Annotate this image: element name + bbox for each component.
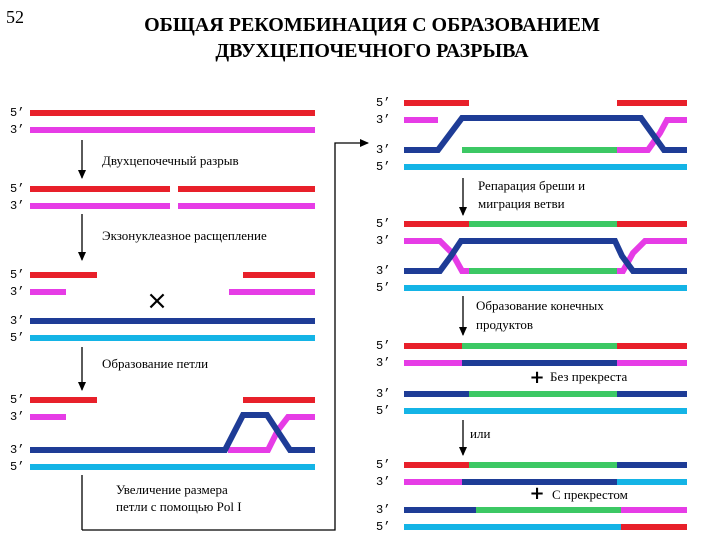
navy-strand-loop	[30, 412, 315, 453]
label-5-prime: 5’	[376, 458, 390, 472]
label-with-crossover: С прекрестом	[552, 487, 628, 502]
page-title-line-1: ОБЩАЯ РЕКОМБИНАЦИЯ С ОБРАЗОВАНИЕМ	[144, 14, 600, 36]
label-3-prime: 3’	[376, 356, 390, 370]
label-5-prime: 5’	[376, 96, 390, 110]
label-or: или	[470, 426, 490, 441]
stage-product-with-crossover: 5’ 3’ + С прекрестом 3’ 5’	[376, 458, 687, 534]
label-3-prime: 3’	[376, 234, 390, 248]
label-5-prime: 5’	[10, 182, 24, 196]
stage-loop-enlarged: 5’ 3’ 3’ 5’	[376, 96, 687, 174]
step-label-loop-formation: Образование петли	[102, 356, 208, 371]
label-3-prime: 3’	[376, 475, 390, 489]
label-3-prime: 3’	[376, 264, 390, 278]
label-3-prime: 3’	[10, 285, 24, 299]
stage-intact-duplex: 5’ 3’	[10, 106, 315, 137]
step-label-gap-repair-1: Репарация бреши и	[478, 178, 585, 193]
stage-exonuclease: 5’ 3’ × 3’ 5’	[10, 268, 315, 345]
label-5-prime: 5’	[10, 393, 24, 407]
step-label-gap-repair-2: миграция ветви	[478, 196, 565, 211]
label-5-prime: 5’	[10, 331, 24, 345]
step-label-exonuclease: Экзонуклеазное расщепление	[102, 228, 267, 243]
step-label-end-products-2: продуктов	[476, 317, 533, 332]
navy-strand-loop	[404, 238, 687, 274]
label-3-prime: 3’	[376, 143, 390, 157]
cross-symbol: ×	[146, 286, 168, 316]
page-number: 52	[6, 7, 24, 27]
label-3-prime: 3’	[376, 503, 390, 517]
connector-arrow	[82, 139, 369, 531]
label-5-prime: 5’	[376, 404, 390, 418]
label-5-prime: 5’	[376, 281, 390, 295]
label-3-prime: 3’	[376, 387, 390, 401]
stage-double-strand-break: 5’ 3’	[10, 182, 315, 213]
navy-strand-loop	[404, 115, 687, 153]
step-label-loop-enlargement-1: Увеличение размера	[116, 482, 228, 497]
stage-product-without-crossover: 5’ 3’ + Без прекреста 3’ 5’	[376, 339, 687, 418]
label-5-prime: 5’	[376, 339, 390, 353]
label-5-prime: 5’	[376, 217, 390, 231]
label-3-prime: 3’	[10, 314, 24, 328]
step-label-double-strand-break: Двухцепочечный разрыв	[102, 153, 239, 168]
step-label-loop-enlargement-2: петли с помощью Pol I	[116, 499, 242, 514]
plus-symbol: +	[529, 483, 544, 504]
magenta-invading-strand	[617, 117, 687, 153]
magenta-strand	[617, 238, 687, 274]
label-without-crossover: Без прекреста	[550, 369, 628, 384]
label-3-prime: 3’	[10, 199, 24, 213]
label-5-prime: 5’	[10, 106, 24, 120]
step-label-end-products-1: Образование конечных	[476, 298, 604, 313]
label-3-prime: 3’	[10, 410, 24, 424]
label-5-prime: 5’	[10, 460, 24, 474]
label-5-prime: 5’	[10, 268, 24, 282]
label-5-prime: 5’	[376, 160, 390, 174]
stage-gap-repair: 5’ 3’ 3’ 5’	[376, 217, 687, 295]
plus-symbol: +	[529, 367, 544, 388]
label-5-prime: 5’	[376, 520, 390, 534]
page-title-line-2: ДВУХЦЕПОЧЕЧНОГО РАЗРЫВА	[215, 40, 529, 62]
label-3-prime: 3’	[376, 113, 390, 127]
label-3-prime: 3’	[10, 443, 24, 457]
label-3-prime: 3’	[10, 123, 24, 137]
stage-loop-formation: 5’ 3’ 3’ 5’	[10, 393, 315, 474]
